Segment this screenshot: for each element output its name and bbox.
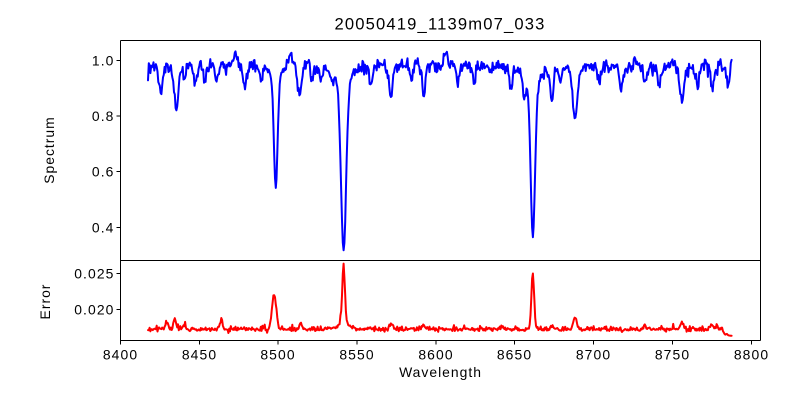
svg-text:Error: Error [37,284,53,320]
svg-text:8550: 8550 [339,347,374,363]
svg-text:0.6: 0.6 [92,164,115,180]
svg-text:0.4: 0.4 [92,219,115,235]
svg-text:8400: 8400 [103,347,138,363]
svg-text:8800: 8800 [734,347,769,363]
svg-text:8750: 8750 [655,347,690,363]
svg-text:Wavelength: Wavelength [399,364,482,380]
svg-text:8500: 8500 [260,347,295,363]
svg-text:8650: 8650 [497,347,532,363]
svg-text:20050419_1139m07_033: 20050419_1139m07_033 [335,15,546,34]
svg-text:8700: 8700 [576,347,611,363]
svg-text:0.8: 0.8 [92,108,115,124]
svg-text:8450: 8450 [182,347,217,363]
svg-text:1.0: 1.0 [92,52,115,68]
svg-text:0.025: 0.025 [74,265,114,281]
svg-text:8600: 8600 [418,347,453,363]
svg-text:0.020: 0.020 [74,301,114,317]
svg-text:Spectrum: Spectrum [41,116,57,183]
